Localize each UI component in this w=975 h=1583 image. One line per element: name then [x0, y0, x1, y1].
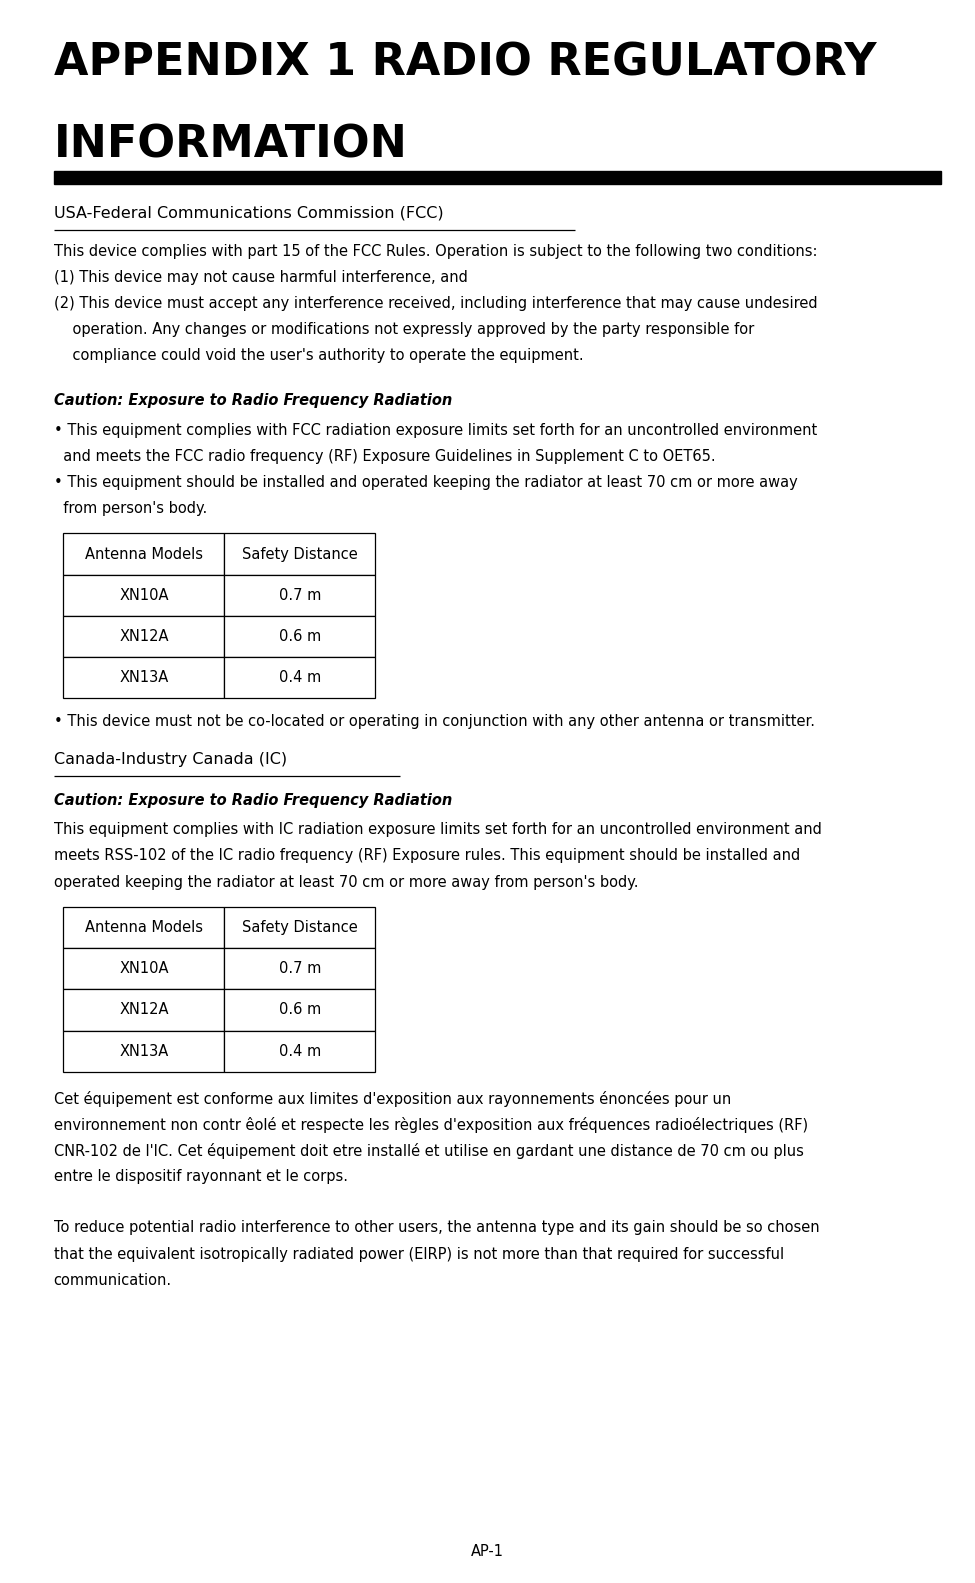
- Bar: [224, 616, 375, 657]
- Text: XN12A: XN12A: [119, 1002, 169, 1018]
- Text: from person's body.: from person's body.: [54, 500, 207, 516]
- Text: Antenna Models: Antenna Models: [85, 546, 203, 562]
- Bar: [224, 948, 375, 989]
- Text: 0.6 m: 0.6 m: [279, 1002, 321, 1018]
- Text: This equipment complies with IC radiation exposure limits set forth for an uncon: This equipment complies with IC radiatio…: [54, 822, 822, 837]
- Text: • This equipment should be installed and operated keeping the radiator at least : • This equipment should be installed and…: [54, 475, 798, 489]
- Text: 0.4 m: 0.4 m: [279, 1043, 321, 1059]
- Text: (1) This device may not cause harmful interference, and: (1) This device may not cause harmful in…: [54, 271, 467, 285]
- Text: communication.: communication.: [54, 1273, 172, 1287]
- Text: XN13A: XN13A: [119, 1043, 169, 1059]
- Bar: [63, 907, 224, 948]
- Bar: [63, 533, 224, 575]
- Text: 0.6 m: 0.6 m: [279, 628, 321, 644]
- Bar: [63, 989, 224, 1031]
- Text: 0.7 m: 0.7 m: [279, 961, 321, 977]
- Bar: [54, 171, 941, 184]
- Text: APPENDIX 1 RADIO REGULATORY: APPENDIX 1 RADIO REGULATORY: [54, 41, 877, 84]
- Text: Caution: Exposure to Radio Frequency Radiation: Caution: Exposure to Radio Frequency Rad…: [54, 793, 451, 807]
- Text: XN10A: XN10A: [119, 587, 169, 603]
- Text: Cet équipement est conforme aux limites d'exposition aux rayonnements énoncées p: Cet équipement est conforme aux limites …: [54, 1091, 731, 1107]
- Text: 0.7 m: 0.7 m: [279, 587, 321, 603]
- Text: compliance could void the user's authority to operate the equipment.: compliance could void the user's authori…: [54, 348, 583, 363]
- Text: AP-1: AP-1: [471, 1543, 504, 1559]
- Text: entre le dispositif rayonnant et le corps.: entre le dispositif rayonnant et le corp…: [54, 1168, 348, 1184]
- Text: Canada-Industry Canada (IC): Canada-Industry Canada (IC): [54, 752, 287, 766]
- Bar: [224, 1031, 375, 1072]
- Text: (2) This device must accept any interference received, including interference th: (2) This device must accept any interfer…: [54, 296, 817, 310]
- Bar: [63, 1031, 224, 1072]
- Text: • This device must not be co-located or operating in conjunction with any other : • This device must not be co-located or …: [54, 714, 815, 728]
- Text: CNR-102 de l'IC. Cet équipement doit etre installé et utilise en gardant une dis: CNR-102 de l'IC. Cet équipement doit etr…: [54, 1143, 803, 1159]
- Text: XN13A: XN13A: [119, 670, 169, 685]
- Text: environnement non contr êolé et respecte les règles d'exposition aux fréquences : environnement non contr êolé et respecte…: [54, 1116, 807, 1133]
- Text: 0.4 m: 0.4 m: [279, 670, 321, 685]
- Bar: [224, 989, 375, 1031]
- Bar: [224, 657, 375, 698]
- Text: XN12A: XN12A: [119, 628, 169, 644]
- Bar: [63, 616, 224, 657]
- Bar: [63, 657, 224, 698]
- Bar: [63, 948, 224, 989]
- Bar: [63, 575, 224, 616]
- Text: Antenna Models: Antenna Models: [85, 920, 203, 936]
- Text: operation. Any changes or modifications not expressly approved by the party resp: operation. Any changes or modifications …: [54, 323, 754, 337]
- Text: that the equivalent isotropically radiated power (EIRP) is not more than that re: that the equivalent isotropically radiat…: [54, 1247, 784, 1262]
- Text: INFORMATION: INFORMATION: [54, 123, 408, 166]
- Text: USA-Federal Communications Commission (FCC): USA-Federal Communications Commission (F…: [54, 206, 444, 220]
- Text: XN10A: XN10A: [119, 961, 169, 977]
- Text: Safety Distance: Safety Distance: [242, 920, 358, 936]
- Text: meets RSS-102 of the IC radio frequency (RF) Exposure rules. This equipment shou: meets RSS-102 of the IC radio frequency …: [54, 848, 799, 863]
- Text: • This equipment complies with FCC radiation exposure limits set forth for an un: • This equipment complies with FCC radia…: [54, 423, 817, 437]
- Text: operated keeping the radiator at least 70 cm or more away from person's body.: operated keeping the radiator at least 7…: [54, 874, 638, 890]
- Text: Caution: Exposure to Radio Frequency Radiation: Caution: Exposure to Radio Frequency Rad…: [54, 393, 451, 408]
- Bar: [224, 533, 375, 575]
- Text: and meets the FCC radio frequency (RF) Exposure Guidelines in Supplement C to OE: and meets the FCC radio frequency (RF) E…: [54, 450, 716, 464]
- Bar: [224, 907, 375, 948]
- Text: To reduce potential radio interference to other users, the antenna type and its : To reduce potential radio interference t…: [54, 1220, 819, 1235]
- Bar: [224, 575, 375, 616]
- Text: Safety Distance: Safety Distance: [242, 546, 358, 562]
- Text: This device complies with part 15 of the FCC Rules. Operation is subject to the : This device complies with part 15 of the…: [54, 244, 817, 258]
